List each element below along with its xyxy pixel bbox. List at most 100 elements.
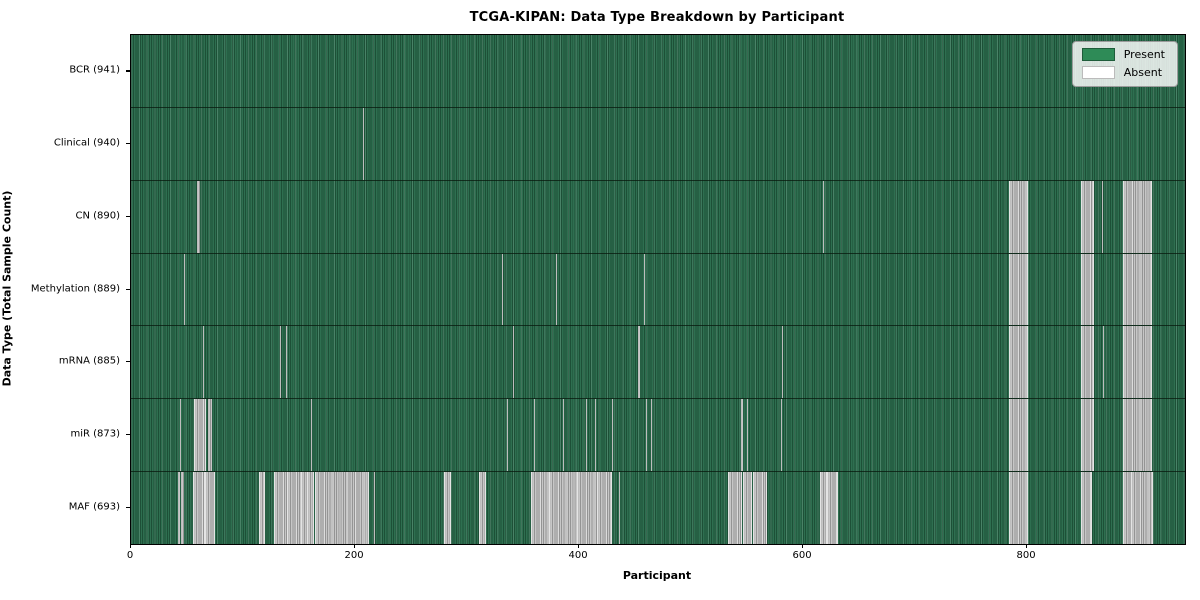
x-tick-label: 600 [792, 550, 812, 561]
absent-stripe [1102, 180, 1104, 253]
x-tick-label: 800 [1016, 550, 1036, 561]
absent-stripe [747, 399, 749, 472]
y-cell-clinical: Clinical (940) [0, 107, 130, 180]
x-tick-label: 400 [568, 550, 588, 561]
absent-stripe [479, 472, 486, 544]
absent-stripe [781, 326, 783, 399]
y-cell-methylation: Methylation (889) [0, 252, 130, 325]
legend-absent-label: Absent [1123, 66, 1163, 79]
legend-present-label: Present [1123, 48, 1165, 61]
x-tick-mark [577, 544, 579, 548]
absent-stripe [742, 472, 753, 544]
y-tick-mark [126, 433, 130, 436]
heatmap-row-maf [131, 472, 1185, 544]
heatmap-row-mrna [131, 326, 1185, 400]
y-tick-label-mir: miR (873) [70, 428, 120, 440]
absent-stripe [596, 472, 613, 544]
absent-stripe [202, 326, 204, 399]
absent-stripe [192, 472, 205, 544]
absent-stripe [1080, 326, 1095, 399]
absent-stripe [183, 253, 185, 326]
absent-stripe [1123, 399, 1153, 472]
legend-entry-present: Present [1081, 48, 1167, 61]
y-tick-mark [126, 506, 130, 508]
heatmap-row-cn [131, 180, 1185, 254]
y-tick-label-maf: MAF (693) [68, 501, 120, 513]
absent-stripe [1080, 472, 1092, 544]
heatmap-row-bcr [131, 35, 1185, 108]
y-cell-mrna: mRNA (885) [0, 325, 130, 398]
absent-stripe [286, 472, 303, 544]
y-tick-mark [126, 143, 130, 145]
legend-present-swatch [1081, 48, 1115, 61]
absent-stripe [1131, 472, 1154, 544]
chart-title: TCGA-KIPAN: Data Type Breakdown by Parti… [469, 10, 845, 25]
x-tick-mark [801, 544, 803, 548]
y-tick-label-clinical: Clinical (940) [53, 137, 120, 149]
absent-stripe [178, 472, 181, 544]
absent-stripe [443, 472, 452, 544]
x-tick-label: 0 [126, 550, 134, 561]
x-axis-title: Participant [622, 569, 692, 582]
absent-stripe [1123, 253, 1153, 326]
absent-stripe [585, 399, 587, 472]
absent-stripe [512, 326, 515, 399]
y-tick-mark [126, 361, 130, 363]
legend-absent-swatch [1081, 66, 1115, 79]
absent-stripe [311, 399, 313, 472]
absent-stripe [1009, 253, 1028, 326]
y-tick-label-bcr: BCR (941) [69, 64, 120, 76]
absent-stripe [1080, 253, 1095, 326]
absent-stripe [650, 399, 652, 472]
absent-stripe [1009, 472, 1028, 544]
absent-stripe [507, 399, 509, 472]
x-tick-mark [1025, 544, 1027, 548]
absent-stripe [741, 399, 743, 472]
absent-stripe [548, 472, 578, 544]
heatmap-row-clinical [131, 107, 1185, 181]
absent-stripe [826, 472, 838, 544]
x-tick-label: 200 [344, 550, 364, 561]
y-axis: BCR (941) Clinical (940) CN (890) Methylati… [0, 34, 130, 543]
absent-stripe [306, 472, 315, 544]
absent-stripe [1103, 326, 1105, 399]
absent-stripe [197, 180, 201, 253]
y-cell-bcr: BCR (941) [0, 34, 130, 107]
y-tick-mark [126, 70, 130, 72]
legend: Present Absent [1071, 41, 1178, 87]
absent-stripe [314, 472, 370, 544]
y-cell-mir: miR (873) [0, 398, 130, 471]
heatmap-rows [131, 35, 1185, 544]
y-cell-maf: MAF (693) [0, 470, 130, 543]
absent-stripe [1123, 326, 1153, 399]
absent-stripe [728, 472, 743, 544]
absent-stripe [619, 472, 621, 544]
heatmap-plot-area: Present Absent [130, 34, 1186, 545]
absent-stripe [594, 399, 596, 472]
absent-stripe [180, 399, 182, 472]
legend-entry-absent: Absent [1081, 66, 1167, 79]
y-tick-label-cn: CN (890) [75, 210, 120, 222]
y-cell-cn: CN (890) [0, 179, 130, 252]
absent-stripe [1009, 326, 1028, 399]
x-tick-mark [129, 544, 131, 548]
absent-stripe [646, 399, 648, 472]
y-tick-label-mrna: mRNA (885) [58, 355, 120, 367]
absent-stripe [780, 399, 782, 472]
absent-stripe [823, 180, 825, 253]
absent-stripe [555, 253, 557, 326]
absent-stripe [362, 107, 364, 180]
absent-stripe [752, 472, 767, 544]
absent-stripe [643, 253, 646, 326]
absent-stripe [576, 472, 598, 544]
absent-stripe [563, 399, 565, 472]
y-tick-mark [126, 288, 130, 290]
absent-stripe [374, 472, 376, 544]
absent-stripe [611, 399, 613, 472]
absent-stripe [530, 472, 550, 544]
absent-stripe [1009, 180, 1028, 253]
absent-stripe [208, 399, 212, 472]
heatmap-row-methylation [131, 253, 1185, 327]
absent-stripe [279, 326, 282, 399]
